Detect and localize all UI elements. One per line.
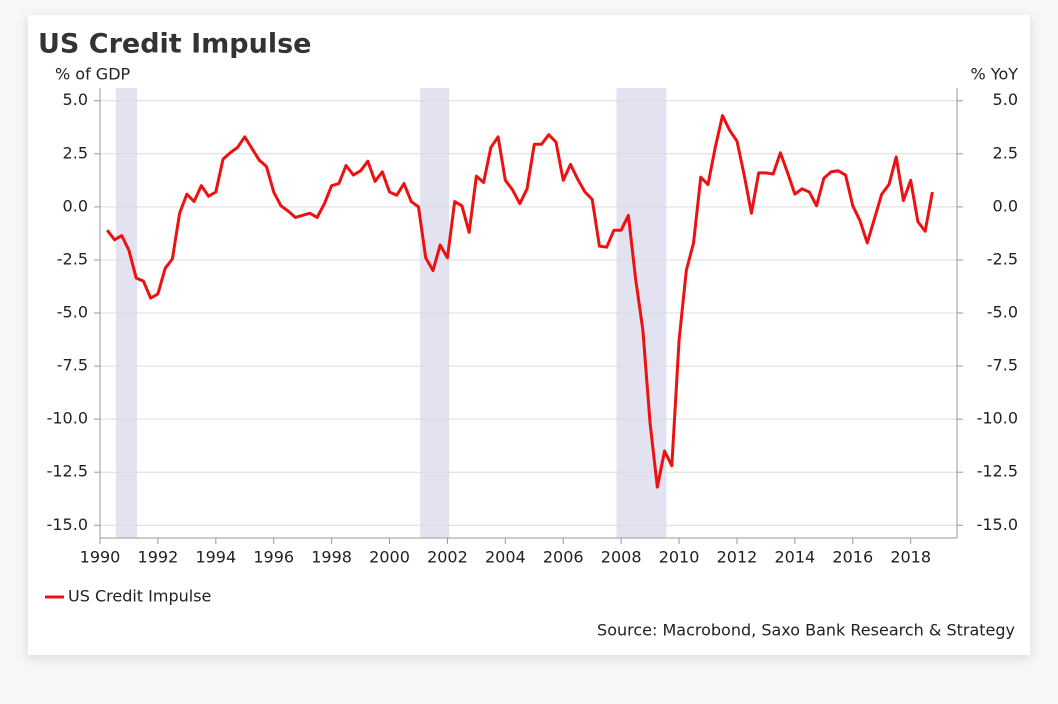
x-tick-label: 2008 <box>601 548 642 567</box>
y-tick-label: -2.5 <box>57 249 88 268</box>
x-tick-label: 1998 <box>311 548 352 567</box>
y2-tick-label: -15.0 <box>977 515 1018 534</box>
y-tick-label: -12.5 <box>47 462 88 481</box>
x-tick-label: 2010 <box>659 548 700 567</box>
y2-tick-label: -7.5 <box>987 356 1018 375</box>
y2-tick-label: 2.5 <box>993 143 1018 162</box>
source-note: Source: Macrobond, Saxo Bank Research & … <box>597 621 1015 640</box>
x-tick-label: 2018 <box>890 548 931 567</box>
x-tick-label: 2012 <box>717 548 758 567</box>
x-tick-label: 2006 <box>543 548 584 567</box>
y2-tick-label: 5.0 <box>993 90 1018 109</box>
y2-tick-label: 0.0 <box>993 196 1018 215</box>
y2-tick-label: -12.5 <box>977 462 1018 481</box>
legend-label: US Credit Impulse <box>68 587 211 606</box>
y-tick-label: 2.5 <box>63 143 88 162</box>
y-tick-label: 5.0 <box>63 90 88 109</box>
y2-tick-label: -2.5 <box>987 249 1018 268</box>
chart-title: US Credit Impulse <box>38 29 311 60</box>
x-tick-label: 1990 <box>80 548 121 567</box>
x-tick-label: 1996 <box>253 548 294 567</box>
y-tick-label: -7.5 <box>57 356 88 375</box>
plot-area: 5.0 2.5 0.0 -2.5 -5.0 -7.5 -10.0 -12.5 -15.0 5.0 2… <box>47 88 1018 567</box>
y2-tick-label: -10.0 <box>977 409 1018 428</box>
x-tick-label: 2016 <box>832 548 873 567</box>
x-tick-label: 2002 <box>427 548 468 567</box>
x-tick-label: 1994 <box>195 548 236 567</box>
y-tick-label: -5.0 <box>57 303 88 322</box>
y2-tick-label: -5.0 <box>987 303 1018 322</box>
card <box>28 15 1030 655</box>
y-tick-label: -15.0 <box>47 515 88 534</box>
x-tick-label: 2000 <box>369 548 410 567</box>
x-tick-label: 1992 <box>138 548 179 567</box>
y2-axis-label: % YoY <box>971 65 1019 84</box>
x-tick-label: 2004 <box>485 548 526 567</box>
series-line <box>106 114 934 489</box>
y-tick-label: 0.0 <box>63 196 88 215</box>
y-axis-label: % of GDP <box>55 65 131 84</box>
y-tick-label: -10.0 <box>47 409 88 428</box>
x-tick-label: 2014 <box>775 548 816 567</box>
